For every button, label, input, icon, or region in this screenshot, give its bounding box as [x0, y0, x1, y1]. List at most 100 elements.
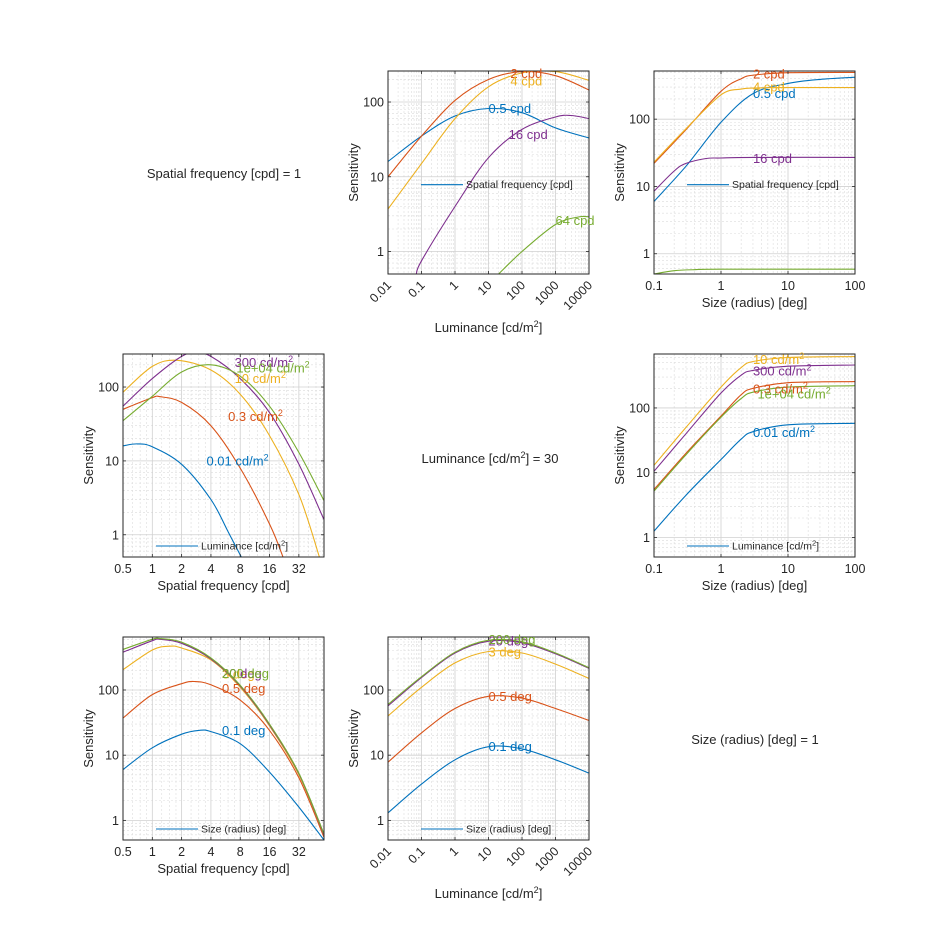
series-line-0-3-cd-m: [123, 395, 284, 557]
series-group: [388, 638, 589, 814]
axes-box: [653, 70, 856, 275]
curve-label: 0.3 cd/m2: [228, 408, 283, 424]
x-tick-label: 32: [292, 562, 306, 576]
y-tick-label: 1: [643, 531, 650, 545]
x-tick-label: 0.5: [114, 845, 131, 859]
curve-label-text: 0.5 deg: [489, 689, 532, 704]
curve-label-sup: 2: [806, 363, 811, 373]
curve-label-sup: 2: [810, 424, 815, 434]
legend-title: Luminance [cd/m2]: [732, 539, 819, 553]
legend-title-main: Luminance [cd/m: [201, 541, 281, 553]
y-axis-label: Sensitivity: [612, 426, 627, 485]
y-tick-label: 1: [112, 814, 119, 828]
curve-label: 2 cpd: [510, 66, 542, 81]
y-tick-label: 100: [98, 381, 119, 395]
axes-box: [653, 353, 856, 558]
y-tick-label: 1: [112, 528, 119, 542]
curve-label-text: 0.1 deg: [489, 739, 532, 754]
fixed-label-luminance-tail: ] = 30: [526, 451, 559, 466]
x-tick-label: 0.5: [114, 562, 131, 576]
series-line-0-1-deg: [123, 729, 324, 840]
curve-label-text: 200 deg: [489, 632, 536, 647]
x-axis-label-main: Size (radius) [deg]: [702, 295, 808, 310]
x-tick-label: 32: [292, 845, 306, 859]
curve-label-sup: 2: [799, 351, 804, 361]
legend-title-main: Spatial frequency [cpd]: [466, 179, 573, 191]
curve-label: 300 cd/m2: [235, 354, 294, 370]
y-tick-label: 1: [643, 247, 650, 261]
y-axis-label: Sensitivity: [346, 709, 361, 768]
legend-title-main: Size (radius) [deg]: [201, 824, 286, 836]
curve-label-sup: 2: [826, 385, 831, 395]
y-axis-label: Sensitivity: [81, 426, 96, 485]
curve-label-text: 0.5 deg: [222, 681, 265, 696]
legend-title: Spatial frequency [cpd]: [466, 179, 573, 191]
series-line-1e-04-cd-m: [654, 385, 855, 492]
y-tick-label: 10: [105, 749, 119, 763]
y-tick-label: 10: [105, 454, 119, 468]
curve-label-text: 16 cpd: [753, 151, 792, 166]
curve-label-text: 0.3 cd/m: [228, 409, 278, 424]
x-axis-label: Luminance [cd/m2]: [435, 885, 543, 901]
series-line-10-cd-m: [123, 359, 320, 557]
series-line-unlabeled: [654, 268, 855, 274]
series-line-0-5-cpd: [654, 76, 855, 202]
curve-label: 0.5 deg: [489, 689, 532, 704]
y-tick-label: 100: [363, 683, 384, 697]
y-tick-label: 1: [377, 814, 384, 828]
curve-label: 0.1 deg: [489, 739, 532, 754]
curve-label: 200 deg: [489, 632, 536, 647]
curve-label-sup: 2: [803, 381, 808, 391]
curve-label: 16 cpd: [509, 127, 548, 142]
curve-label: 0.5 cpd: [489, 101, 532, 116]
curve-label: 1e+04 cd/m2: [757, 385, 830, 401]
chart-sens-vs-size-by-lum: 0.1 1 10 100 1 10 100 Size (radius) [deg] Sensit…: [612, 351, 865, 593]
fixed-label-spatial-frequency: Spatial frequency [cpd] = 1: [147, 166, 301, 181]
curve-label-sup: 2: [278, 408, 283, 418]
curve-label-text: 0.3 cd/m: [753, 382, 803, 397]
curve-label: 0.5 cpd: [753, 86, 796, 101]
series-line-10-cd-m: [654, 356, 855, 466]
series-line-200-deg: [123, 637, 324, 835]
x-tick-label: 16: [263, 845, 277, 859]
series-line-3-deg: [388, 650, 589, 717]
axes-box: [122, 636, 325, 841]
series-line-16-cpd: [654, 156, 855, 192]
x-axis-label-main: Size (radius) [deg]: [702, 578, 808, 593]
legend-title: Size (radius) [deg]: [201, 824, 286, 836]
curve-label: 16 cpd: [753, 151, 792, 166]
chart-sens-vs-sf-by-lum: 0.5 1 2 4 8 16 32 1 10 100 Spatial frequency [cpd]…: [81, 353, 325, 593]
x-axis-label: Luminance [cd/m2]: [435, 319, 543, 335]
curve-label-text: 3 deg: [222, 667, 255, 682]
legend-title-tail: ]: [816, 541, 819, 553]
x-tick-label: 16: [263, 562, 277, 576]
curve-label: 3 deg: [489, 645, 522, 660]
curve-label-text: 300 cd/m: [753, 364, 806, 379]
x-axis-label: Size (radius) [deg]: [702, 578, 808, 593]
curve-label: 200 deg: [222, 666, 269, 681]
x-tick-label: 1: [718, 279, 725, 293]
curve-label-sup: 2: [305, 360, 310, 370]
axes-box: [122, 353, 325, 558]
curve-label: 20 deg: [222, 666, 262, 681]
series-line-200-deg: [388, 638, 589, 705]
x-tick-label: 2: [178, 845, 185, 859]
curve-label-sup: 2: [281, 370, 286, 380]
legend-title: Luminance [cd/m2]: [201, 539, 288, 553]
curve-label-text: 0.01 cd/m: [206, 453, 263, 468]
legend-title-sup: 2: [812, 539, 816, 548]
x-tick-label: 4: [207, 845, 214, 859]
y-tick-label: 100: [98, 683, 119, 697]
curve-label-sup: 2: [288, 354, 293, 364]
curve-label: 2 cpd: [753, 66, 785, 81]
x-axis-label-main: Luminance [cd/m: [435, 886, 534, 901]
series-line-0-1-deg: [388, 745, 589, 814]
y-tick-label: 100: [363, 96, 384, 110]
x-tick-label: 8: [237, 845, 244, 859]
curve-label: 0.01 cd/m2: [206, 452, 268, 468]
curve-label-sup: 2: [264, 452, 269, 462]
curve-label-text: 0.01 cd/m: [753, 425, 810, 440]
series-line-2-cpd: [388, 71, 589, 178]
series-line-0-3-cd-m: [654, 381, 855, 490]
